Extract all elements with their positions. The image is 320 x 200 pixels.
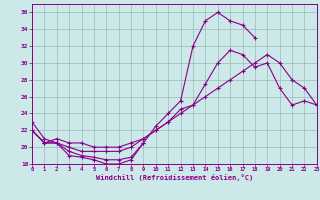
X-axis label: Windchill (Refroidissement éolien,°C): Windchill (Refroidissement éolien,°C) (96, 174, 253, 181)
